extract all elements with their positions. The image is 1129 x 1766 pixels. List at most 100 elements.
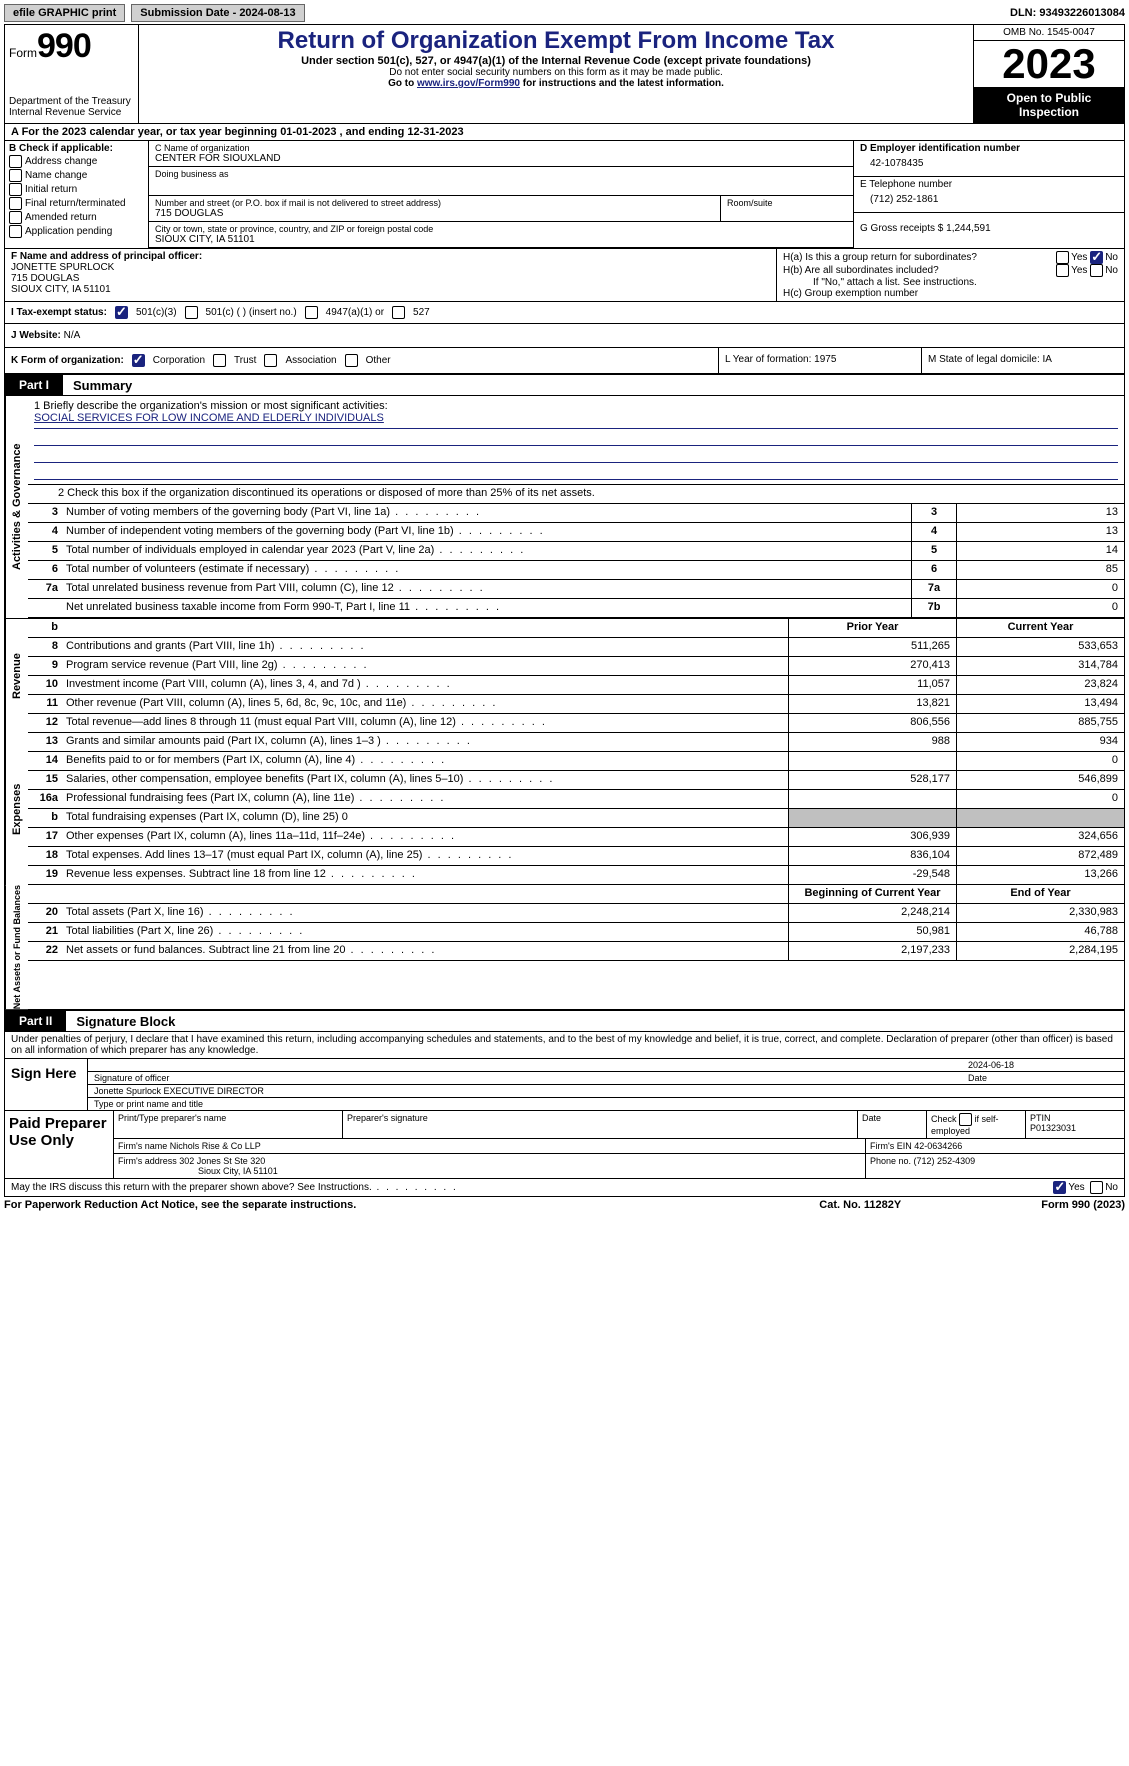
self-emp-chk[interactable] bbox=[959, 1113, 972, 1126]
ha-yes[interactable] bbox=[1056, 251, 1069, 264]
paperwork: For Paperwork Reduction Act Notice, see … bbox=[4, 1199, 356, 1211]
vtab-net: Net Assets or Fund Balances bbox=[5, 885, 28, 1009]
exp-cy: 0 bbox=[956, 752, 1124, 770]
irs-label: Internal Revenue Service bbox=[9, 107, 134, 118]
omb-label: OMB No. 1545-0047 bbox=[974, 25, 1124, 41]
prep-title: Paid Preparer Use Only bbox=[5, 1111, 114, 1178]
exp-desc: Other expenses (Part IX, column (A), lin… bbox=[62, 828, 788, 846]
discuss-q: May the IRS discuss this return with the… bbox=[11, 1182, 458, 1193]
chk-initial[interactable] bbox=[9, 183, 22, 196]
chk-name[interactable] bbox=[9, 169, 22, 182]
net-py: 50,981 bbox=[788, 923, 956, 941]
officer-sig-name: Jonette Spurlock EXECUTIVE DIRECTOR bbox=[94, 1086, 264, 1096]
net-py: 2,248,214 bbox=[788, 904, 956, 922]
submission-button[interactable]: Submission Date - 2024-08-13 bbox=[131, 4, 304, 22]
net-num: 20 bbox=[28, 904, 62, 922]
topbar: efile GRAPHIC print Submission Date - 20… bbox=[4, 4, 1125, 22]
rev-b: b bbox=[28, 619, 62, 637]
net-desc: Total assets (Part X, line 16) bbox=[62, 904, 788, 922]
exp-desc: Salaries, other compensation, employee b… bbox=[62, 771, 788, 789]
rev-cy: 885,755 bbox=[956, 714, 1124, 732]
gov-box: 3 bbox=[911, 504, 956, 522]
rev-cy: 23,824 bbox=[956, 676, 1124, 694]
website: N/A bbox=[64, 330, 81, 341]
discuss-row: May the IRS discuss this return with the… bbox=[5, 1178, 1124, 1196]
net-block: Net Assets or Fund Balances Beginning of… bbox=[5, 885, 1124, 1009]
ha-no[interactable] bbox=[1090, 251, 1103, 264]
gov-num: 7a bbox=[28, 580, 62, 598]
l-year: L Year of formation: 1975 bbox=[718, 348, 921, 373]
firm-name: Nichols Rise & Co LLP bbox=[170, 1141, 261, 1151]
i-4947[interactable] bbox=[305, 306, 318, 319]
vtab-rev: Revenue bbox=[5, 619, 28, 733]
part1-header: Part I Summary bbox=[5, 373, 1124, 396]
chk-final[interactable] bbox=[9, 197, 22, 210]
exp-py: 528,177 bbox=[788, 771, 956, 789]
chk-amended[interactable] bbox=[9, 211, 22, 224]
gov-num bbox=[28, 599, 62, 617]
exp-desc: Benefits paid to or for members (Part IX… bbox=[62, 752, 788, 770]
officer-city: SIOUX CITY, IA 51101 bbox=[11, 284, 770, 295]
firm-addr2: Sioux City, IA 51101 bbox=[118, 1166, 278, 1176]
form-number: 990 bbox=[37, 27, 91, 65]
chk-address[interactable] bbox=[9, 155, 22, 168]
i-527[interactable] bbox=[392, 306, 405, 319]
exp-desc: Total expenses. Add lines 13–17 (must eq… bbox=[62, 847, 788, 865]
k-assoc[interactable] bbox=[264, 354, 277, 367]
chk-pending[interactable] bbox=[9, 225, 22, 238]
discuss-yes[interactable] bbox=[1053, 1181, 1066, 1194]
col-h: H(a) Is this a group return for subordin… bbox=[776, 249, 1124, 301]
rev-desc: Other revenue (Part VIII, column (A), li… bbox=[62, 695, 788, 713]
hb-no[interactable] bbox=[1090, 264, 1103, 277]
net-cy: 2,330,983 bbox=[956, 904, 1124, 922]
vtab-exp: Expenses bbox=[5, 733, 28, 885]
exp-cy: 0 bbox=[956, 790, 1124, 808]
gov-desc: Total unrelated business revenue from Pa… bbox=[62, 580, 911, 598]
exp-num: 19 bbox=[28, 866, 62, 884]
k-corp[interactable] bbox=[132, 354, 145, 367]
sig-lbl: Signature of officer bbox=[94, 1073, 968, 1083]
section-bcde: B Check if applicable: Address change Na… bbox=[5, 141, 1124, 249]
rev-num: 12 bbox=[28, 714, 62, 732]
part1-tab: Part I bbox=[5, 375, 63, 395]
efile-button[interactable]: efile GRAPHIC print bbox=[4, 4, 125, 22]
net-cy: 2,284,195 bbox=[956, 942, 1124, 960]
line2: 2 Check this box if the organization dis… bbox=[28, 485, 1124, 503]
exp-py: -29,548 bbox=[788, 866, 956, 884]
prep-row: Paid Preparer Use Only Print/Type prepar… bbox=[5, 1111, 1124, 1178]
i-501c3[interactable] bbox=[115, 306, 128, 319]
c-name-lbl: C Name of organization bbox=[155, 143, 847, 153]
exp-py: 988 bbox=[788, 733, 956, 751]
dept-label: Department of the Treasury bbox=[9, 96, 134, 107]
k-trust[interactable] bbox=[213, 354, 226, 367]
d-lbl: D Employer identification number bbox=[860, 143, 1118, 154]
room-lbl: Room/suite bbox=[727, 198, 847, 208]
gov-num: 6 bbox=[28, 561, 62, 579]
hc-lbl: H(c) Group exemption number bbox=[783, 288, 1118, 299]
firm-addr1: 302 Jones St Ste 320 bbox=[179, 1156, 265, 1166]
rev-py: 511,265 bbox=[788, 638, 956, 656]
rev-num: 9 bbox=[28, 657, 62, 675]
gov-box: 5 bbox=[911, 542, 956, 560]
part2-tab: Part II bbox=[5, 1011, 66, 1031]
exp-num: 18 bbox=[28, 847, 62, 865]
addr-lbl: Number and street (or P.O. box if mail i… bbox=[155, 198, 714, 208]
hb-yes[interactable] bbox=[1056, 264, 1069, 277]
gov-box: 7b bbox=[911, 599, 956, 617]
rev-desc: Total revenue—add lines 8 through 11 (mu… bbox=[62, 714, 788, 732]
discuss-no[interactable] bbox=[1090, 1181, 1103, 1194]
header-center: Return of Organization Exempt From Incom… bbox=[139, 25, 973, 123]
irs-link[interactable]: www.irs.gov/Form990 bbox=[417, 78, 520, 89]
k-lbl: K Form of organization: bbox=[11, 355, 124, 366]
i-lbl: I Tax-exempt status: bbox=[11, 307, 107, 318]
exp-cy: 546,899 bbox=[956, 771, 1124, 789]
i-501c[interactable] bbox=[185, 306, 198, 319]
exp-num: 13 bbox=[28, 733, 62, 751]
exp-py: 836,104 bbox=[788, 847, 956, 865]
exp-py bbox=[788, 809, 956, 827]
gov-desc: Total number of volunteers (estimate if … bbox=[62, 561, 911, 579]
gov-box: 7a bbox=[911, 580, 956, 598]
k-other[interactable] bbox=[345, 354, 358, 367]
gov-box: 6 bbox=[911, 561, 956, 579]
g-lbl: G Gross receipts $ 1,244,591 bbox=[860, 215, 1118, 234]
